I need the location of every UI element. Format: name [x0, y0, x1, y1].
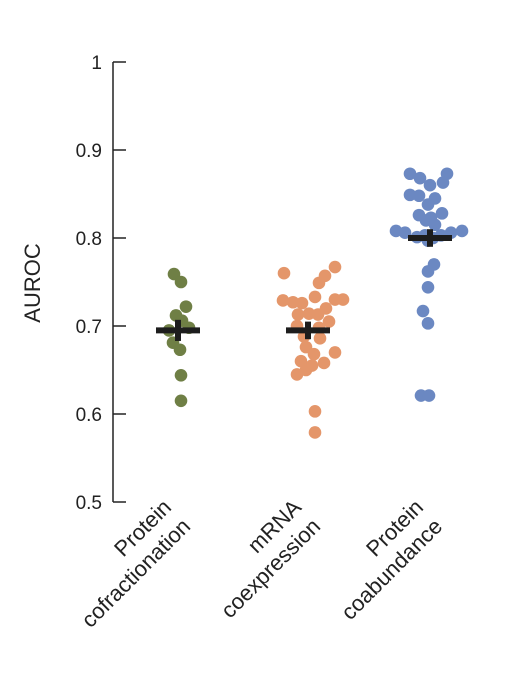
- data-point: [308, 290, 322, 304]
- data-point: [421, 265, 435, 278]
- data-point: [421, 317, 435, 330]
- data-point: [174, 394, 188, 408]
- data-point: [322, 315, 336, 328]
- data-point: [328, 346, 342, 359]
- y-tick-label: 0.9: [76, 141, 102, 162]
- data-point: [421, 198, 435, 211]
- data-point: [174, 368, 188, 382]
- data-point: [173, 343, 187, 357]
- data-point: [290, 368, 304, 381]
- data-point: [435, 207, 449, 220]
- y-axis: 0.5 0.6 0.7 0.8 0.9 1: [76, 53, 126, 514]
- data-point: [311, 308, 325, 321]
- data-point: [313, 332, 327, 345]
- data-point: [328, 260, 342, 274]
- data-point: [317, 356, 331, 370]
- data-point: [421, 280, 435, 294]
- y-axis-title: AUROC: [20, 243, 45, 323]
- y-tick-label: 0.7: [76, 317, 102, 338]
- data-point: [412, 189, 426, 203]
- data-point: [307, 347, 321, 361]
- y-tick-label: 0.5: [76, 493, 102, 514]
- data-point: [308, 426, 322, 439]
- data-point: [179, 300, 193, 313]
- y-tick-label: 0.8: [76, 229, 102, 250]
- data-point: [436, 176, 450, 189]
- data-point: [308, 405, 322, 418]
- data-point: [277, 266, 291, 280]
- data-point: [276, 294, 290, 307]
- data-point: [428, 218, 442, 232]
- data-point: [403, 167, 417, 181]
- data-point: [422, 389, 436, 402]
- data-point: [413, 171, 427, 185]
- data-point: [291, 308, 305, 321]
- y-tick-label: 0.6: [76, 405, 102, 426]
- data-point: [455, 224, 469, 238]
- data-point: [423, 178, 437, 192]
- data-point: [295, 296, 309, 310]
- data-point: [416, 304, 430, 318]
- mean-markers: [156, 229, 452, 341]
- y-tick-label: 1: [91, 53, 102, 74]
- data-point: [312, 276, 326, 290]
- data-point: [328, 293, 342, 306]
- data-points: [162, 167, 469, 439]
- data-point: [174, 275, 188, 289]
